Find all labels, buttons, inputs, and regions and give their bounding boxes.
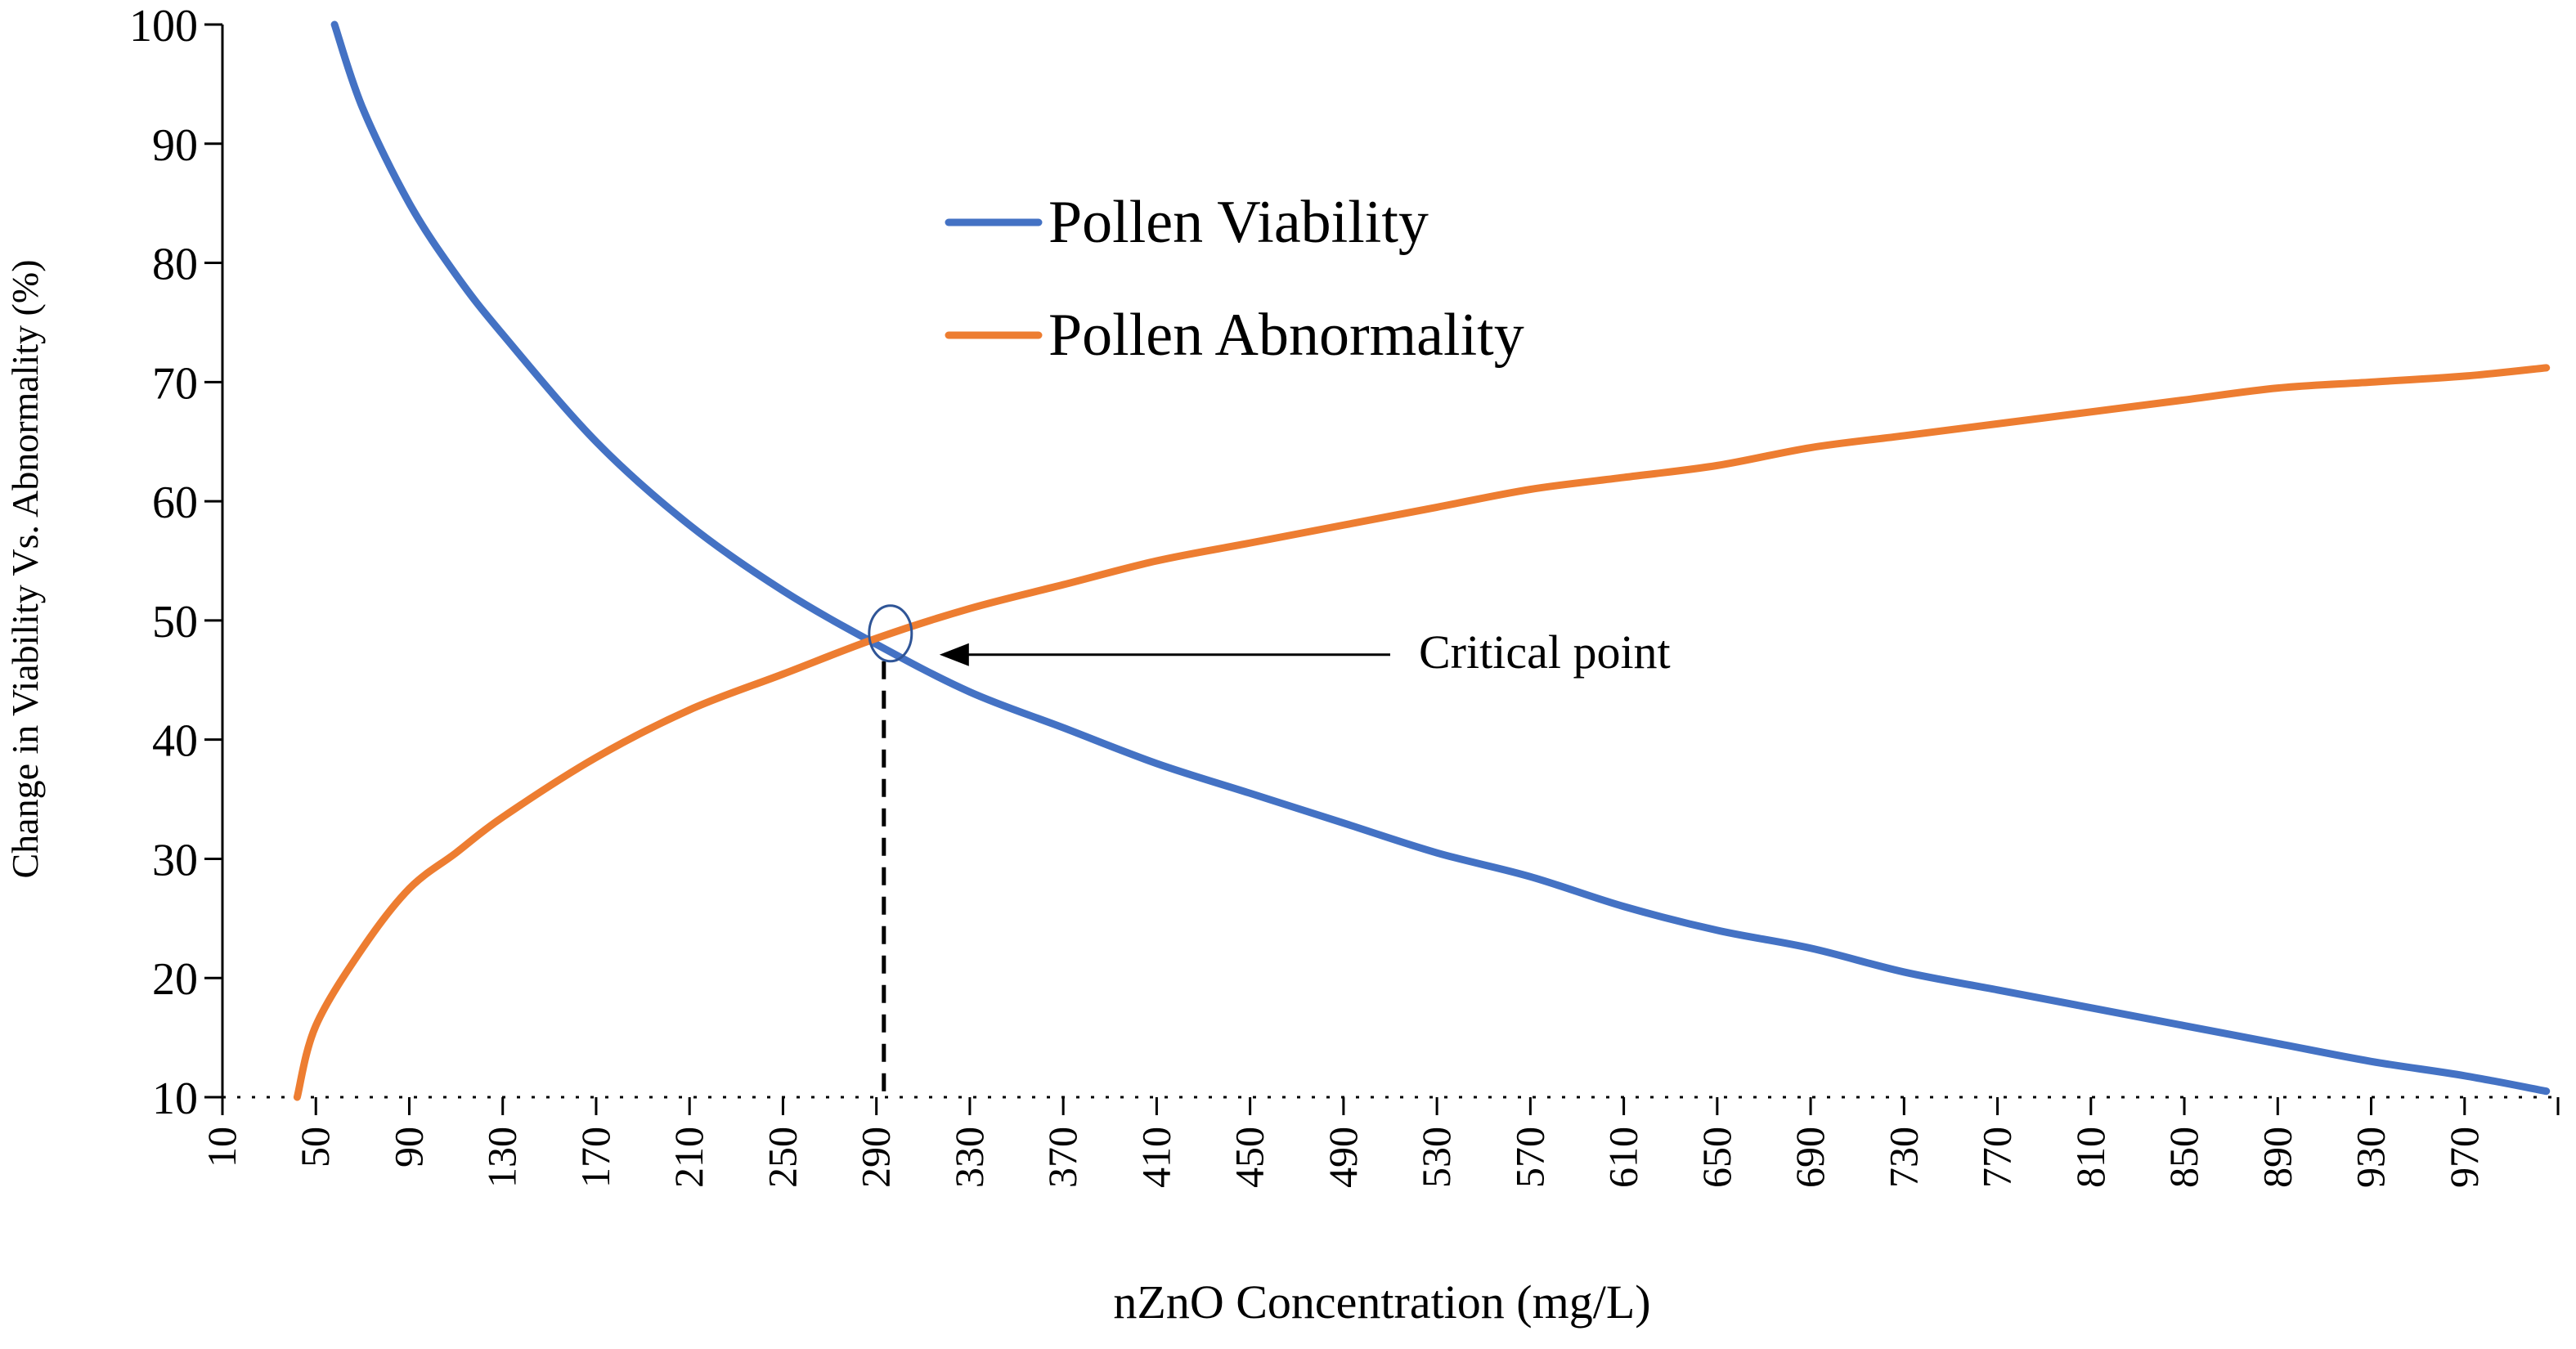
series-group (293, 20, 2551, 1101)
x-tick-label: 490 (1320, 1127, 1366, 1188)
y-tick-label: 10 (152, 1073, 198, 1124)
axes (221, 25, 2558, 1099)
x-tick-label: 890 (2254, 1127, 2300, 1188)
y-tick-label: 30 (152, 835, 198, 885)
y-tick-label: 20 (152, 954, 198, 1005)
x-tick-label: 530 (1413, 1127, 1459, 1188)
x-tick-label: 850 (2161, 1127, 2206, 1188)
x-tick-label: 50 (292, 1127, 338, 1167)
x-tick-label: 290 (853, 1127, 899, 1188)
series-line-pollen-viability (330, 20, 2551, 1096)
annotation-group: Critical point (868, 604, 1671, 1097)
x-tick-label: 170 (572, 1127, 618, 1188)
x-tick-label: 130 (479, 1127, 525, 1188)
legend-label: Pollen Viability (1048, 189, 1429, 256)
x-tick-label: 650 (1694, 1127, 1739, 1188)
y-axis-ticks: 10 20 30 40 50 60 70 80 90 100 (129, 1, 222, 1124)
x-tick-label: 10 (199, 1127, 245, 1167)
x-tick-label: 930 (2348, 1127, 2394, 1188)
x-tick-label: 370 (1039, 1127, 1085, 1188)
x-tick-label: 250 (759, 1127, 805, 1188)
y-axis-label: Change in Viability Vs. Abnormality (%) (4, 259, 46, 878)
x-tick-label: 610 (1600, 1127, 1646, 1188)
x-tick-label: 570 (1506, 1127, 1552, 1188)
critical-point-circle (868, 604, 913, 663)
x-tick-label: 450 (1227, 1127, 1272, 1188)
x-tick-label: 810 (2067, 1127, 2113, 1188)
x-axis-label: nZnO Concentration (mg/L) (1113, 1275, 1650, 1329)
y-tick-label: 90 (152, 120, 198, 171)
x-axis-ticks: 10 50 90 130 170 210 250 290 330 370 410 450 490 530 5… (199, 1097, 2560, 1188)
y-tick-label: 70 (152, 358, 198, 409)
y-tick-label: 100 (129, 1, 198, 52)
y-tick-label: 50 (152, 597, 198, 648)
x-tick-label: 210 (666, 1127, 711, 1188)
critical-point-arrow-head (939, 643, 969, 666)
y-tick-label: 60 (152, 477, 198, 528)
legend-label: Pollen Abnormality (1048, 302, 1524, 369)
x-tick-label: 770 (1974, 1127, 2020, 1188)
x-tick-label: 90 (385, 1127, 431, 1167)
x-tick-label: 970 (2441, 1127, 2487, 1188)
critical-point-label: Critical point (1419, 625, 1671, 679)
y-axis-label-group: Change in Viability Vs. Abnormality (%) (4, 259, 46, 878)
y-tick-label: 80 (152, 240, 198, 290)
x-tick-label: 410 (1133, 1127, 1178, 1188)
legend: Pollen Viability Pollen Abnormality (945, 189, 1524, 369)
x-tick-label: 330 (946, 1127, 992, 1188)
y-tick-label: 40 (152, 716, 198, 767)
series-line-pollen-abnormality (293, 364, 2551, 1101)
x-tick-label: 690 (1787, 1127, 1833, 1188)
x-tick-label: 730 (1880, 1127, 1926, 1188)
